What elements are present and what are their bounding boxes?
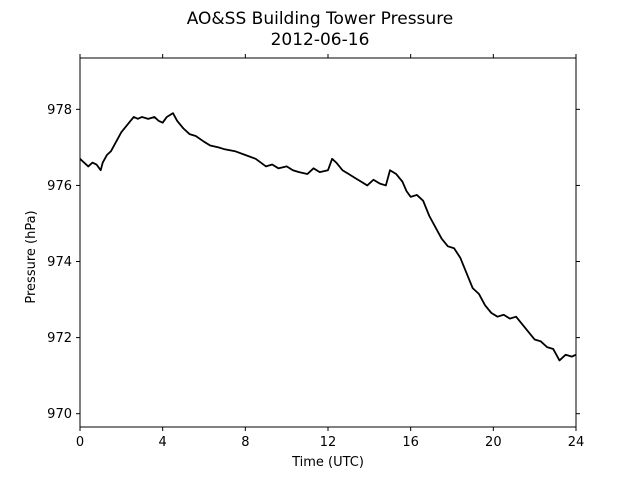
y-tick-label: 978 [47, 103, 72, 118]
data-series [79, 112, 577, 362]
x-tick-label: 20 [485, 435, 502, 450]
x-tick-label: 4 [159, 435, 167, 450]
x-axis-label: Time (UTC) [291, 455, 364, 470]
plot-frame [79, 57, 577, 428]
pressure-series-line [79, 112, 577, 362]
y-tick-label: 970 [47, 407, 72, 422]
y-axis-ticks: 970 972 974 976 978 [47, 103, 580, 422]
y-axis-label: Pressure (hPa) [24, 210, 39, 303]
x-tick-label: 8 [241, 435, 249, 450]
y-tick-label: 972 [47, 331, 72, 346]
y-tick-label: 974 [47, 255, 72, 270]
chart-subtitle: 2012-06-16 [271, 30, 370, 50]
x-tick-label: 12 [320, 435, 337, 450]
plot-axes [79, 57, 577, 428]
y-tick-label: 976 [47, 179, 72, 194]
x-tick-label: 24 [568, 435, 585, 450]
x-axis-ticks: 0 4 8 12 16 20 24 [76, 54, 584, 450]
x-tick-label: 0 [76, 435, 84, 450]
x-tick-label: 16 [402, 435, 419, 450]
chart-title: AO&SS Building Tower Pressure [187, 9, 454, 29]
